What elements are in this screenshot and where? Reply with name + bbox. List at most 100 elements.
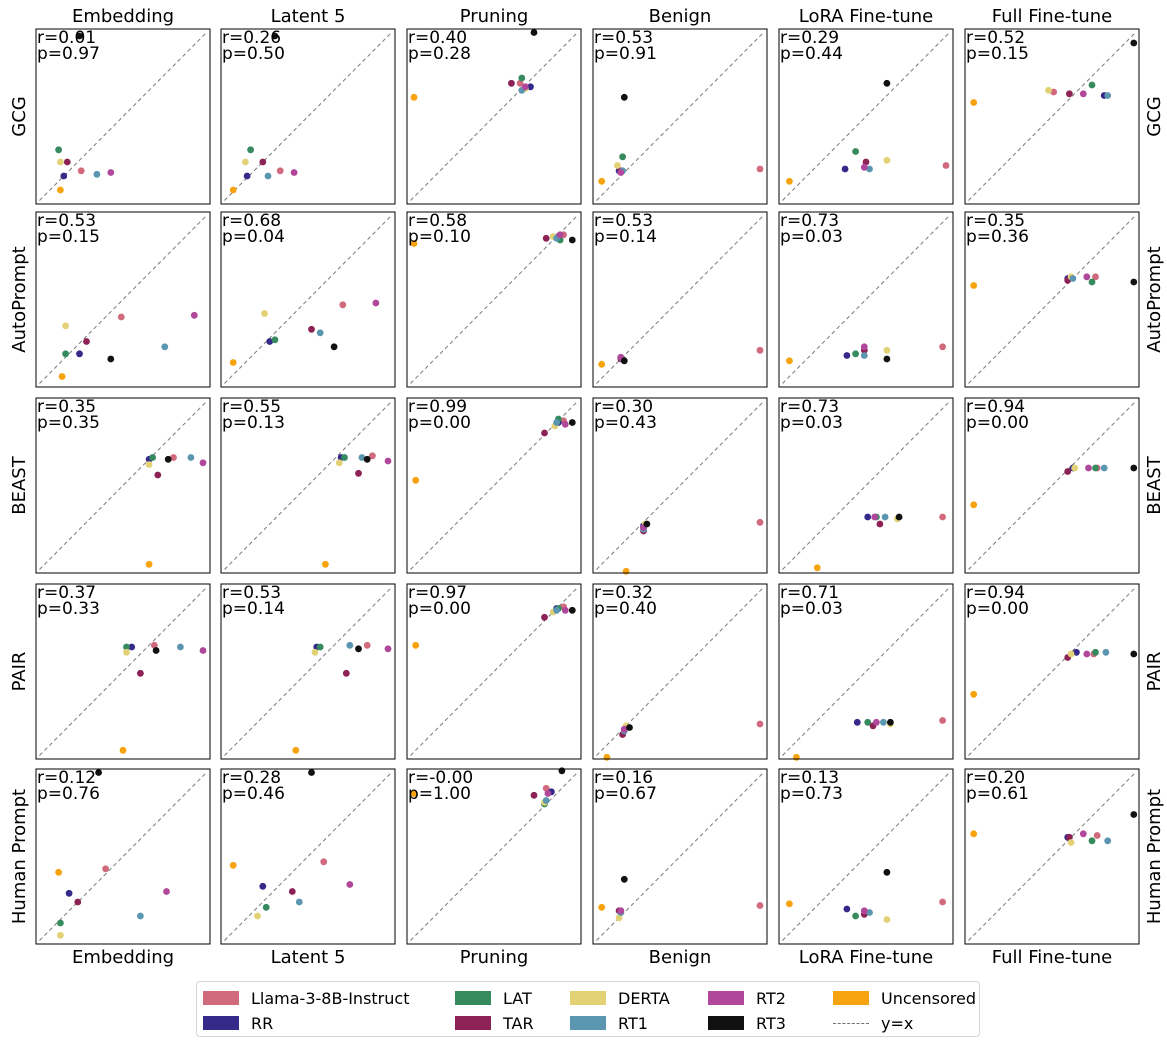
data-point [316,329,324,337]
data-point [1130,650,1138,658]
reference-line [410,401,578,570]
data-point [556,231,564,239]
row-label-left: PAIR [9,652,30,692]
data-point [150,641,158,649]
data-point [786,357,793,365]
legend: Llama-3-8B-Instruct RR LAT TAR DERTA RT1 RT2 RT… [196,981,980,1037]
data-point [290,169,298,176]
data-point [1130,278,1138,286]
scatter-panel [592,28,768,205]
data-point [866,165,873,173]
reference-line [782,215,950,384]
data-point [970,830,978,838]
data-point [1088,837,1096,845]
data-point [568,236,576,244]
reference-line [968,401,1136,570]
data-point [412,476,420,484]
data-point [117,313,125,321]
data-point [598,177,606,185]
x-axis-label: Latent 5 [271,947,346,968]
data-point [568,606,576,614]
reference-line [224,215,392,384]
scatter-panel [778,583,954,761]
data-point [271,32,279,40]
data-point [1104,837,1112,845]
x-axis-label: Embedding [72,947,174,968]
data-point [568,419,576,426]
row-label-left: BEAST [9,455,30,514]
panel-frame [592,768,768,945]
data-point [76,32,83,40]
row-label-left: Human Prompt [9,789,30,924]
reference-line [39,401,207,570]
scatter-panel [220,768,396,945]
legend-swatch [833,991,869,1005]
correlation-r: r=-0.00 [408,768,473,788]
data-point [259,882,267,890]
correlation-r: r=0.99 [408,397,467,417]
data-point [1064,468,1072,475]
correlation-r: r=0.37 [37,583,96,603]
legend-swatch [570,1016,606,1030]
data-point [530,29,538,36]
p-value: p=0.15 [966,44,1029,64]
reference-line [410,587,578,756]
data-point [883,346,891,354]
data-point [107,355,115,363]
data-point [410,790,418,797]
correlation-r: r=0.53 [594,28,653,48]
data-point [55,146,62,154]
data-point [544,790,552,797]
scatter-panel [406,28,582,205]
panel-frame [592,583,768,760]
data-point [518,74,526,82]
data-point [1073,648,1080,656]
scatter-panel [35,397,211,574]
panel-frame [220,583,396,760]
scatter-panel [220,397,396,574]
legend-item: DERTA [570,987,670,1009]
data-point [1130,811,1138,818]
panel-frame [220,768,396,945]
data-point [242,158,249,166]
legend-item: RT2 [708,987,786,1009]
data-point [793,753,800,761]
reference-line [968,772,1136,941]
data-point [63,158,71,166]
data-point [322,560,329,568]
data-point [57,931,64,939]
data-point [145,560,153,568]
data-point [615,914,623,922]
data-point [614,162,621,169]
scatter-grid-figure: Embedding Latent 5 Pruning Benign LoRA Fine-… [9,6,1165,968]
legend-item: TAR [455,1012,534,1034]
data-point [292,746,300,754]
data-point [1067,650,1075,658]
data-point [508,79,515,87]
data-point [62,322,69,330]
data-point [942,162,950,169]
data-point [883,79,891,87]
row-label-right: GCG [1144,96,1165,136]
correlation-r: r=0.40 [408,28,467,48]
data-point [895,513,903,521]
scatter-panel [220,211,396,388]
reference-line [224,587,392,756]
data-point [617,907,625,915]
correlation-r: r=0.30 [594,397,653,417]
data-point [553,606,560,614]
scatter-panel [406,583,582,760]
legend-item-reference: y=x [833,1012,913,1034]
data-point [335,459,343,467]
data-point [190,311,198,319]
data-point [1079,830,1087,838]
data-point [57,186,64,194]
legend-label: LAT [503,988,532,1008]
p-value: p=0.36 [966,227,1029,247]
legend-label: RT3 [756,1013,786,1033]
data-point [756,720,764,728]
data-point [813,564,821,572]
correlation-r: r=0.28 [222,768,281,788]
data-point [1093,832,1101,839]
p-value: p=0.73 [780,784,843,804]
